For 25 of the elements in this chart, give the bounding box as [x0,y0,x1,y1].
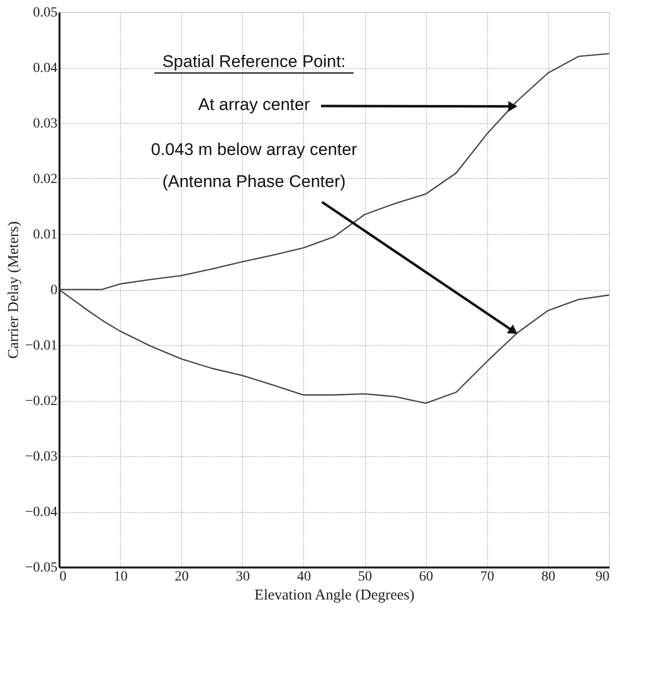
x-tick-label: 50 [358,570,372,584]
x-tick-label: 40 [296,570,311,584]
y-tick-label: −0.04 [25,505,58,520]
y-axis-title: Carrier Delay (Meters) [6,221,22,359]
x-tick-label: 10 [114,570,128,584]
y-tick-label: −0.01 [25,338,58,354]
x-tick-label: 70 [480,570,494,584]
y-tick-label: −0.05 [25,560,58,576]
y-tick-label: −0.02 [25,394,58,409]
y-tick-label: −0.03 [25,450,58,464]
y-tick-label: 0.03 [33,116,58,132]
y-tick-label: 0.01 [33,228,58,242]
x-tick-label: 60 [419,570,434,584]
x-tick-label: 30 [236,570,250,584]
y-tick-label: 0 [50,283,58,298]
y-tick-label: 0.05 [33,6,58,20]
y-tick-label: 0.02 [33,172,58,187]
x-axis-title: Elevation Angle (Degrees) [254,588,414,604]
x-tick-label: 20 [174,570,189,584]
x-tick-label: 90 [596,570,610,584]
x-tick-label: 80 [541,570,556,584]
annotation: At array center [198,95,310,114]
annotation: 0.043 m below array center (Antenna Phase Center) [151,140,358,191]
y-tick-label: 0.04 [33,61,58,76]
annotation: Spatial Reference Point: [162,52,346,71]
